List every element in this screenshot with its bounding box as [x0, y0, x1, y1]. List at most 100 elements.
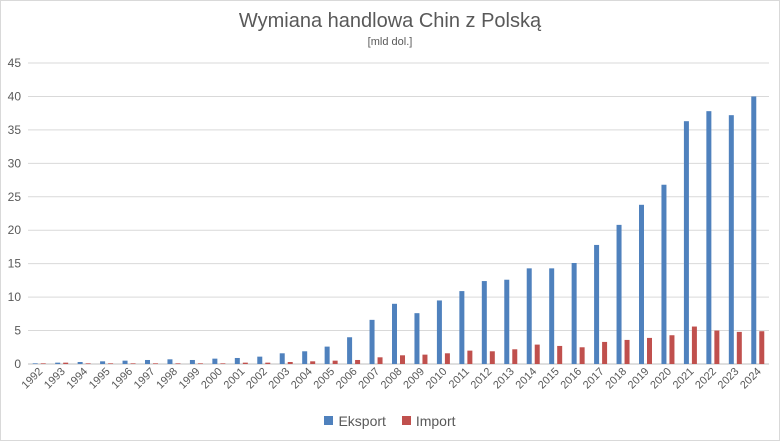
- bar-import: [736, 331, 742, 364]
- bar-import: [108, 363, 114, 364]
- bar-import: [714, 330, 720, 364]
- x-tick-label: 2017: [581, 366, 607, 392]
- x-tick-label: 2001: [222, 366, 248, 392]
- bar-eksport: [234, 357, 240, 364]
- x-tick-label: 2023: [716, 366, 742, 392]
- x-tick-label: 2000: [199, 366, 225, 392]
- x-tick-label: 1997: [132, 366, 158, 392]
- x-tick-label: 1995: [87, 366, 113, 392]
- y-tick-label: 40: [8, 89, 22, 103]
- x-tick-label: 2011: [447, 366, 472, 391]
- bar-eksport: [212, 358, 218, 364]
- bar-eksport: [639, 204, 644, 364]
- legend-label-import: Import: [415, 412, 456, 429]
- bar-import: [759, 331, 765, 364]
- bar-import: [332, 360, 338, 364]
- bar-import: [579, 347, 585, 364]
- bar-eksport: [728, 115, 734, 364]
- x-tick-label: 2019: [626, 366, 652, 392]
- bar-import: [512, 349, 518, 364]
- bar-eksport: [122, 360, 128, 364]
- y-tick-label: 30: [8, 156, 22, 170]
- bar-eksport: [392, 303, 397, 364]
- y-tick-label: 20: [8, 223, 22, 237]
- bar-eksport: [167, 359, 173, 364]
- bar-eksport: [436, 300, 442, 364]
- bar-eksport: [100, 361, 106, 364]
- bar-import: [242, 362, 248, 364]
- bar-import: [647, 337, 652, 364]
- bar-import: [400, 355, 405, 364]
- bar-import: [624, 339, 630, 364]
- x-tick-label: 2016: [558, 366, 584, 392]
- x-tick-label: 2007: [356, 366, 382, 392]
- bar-import: [265, 362, 271, 364]
- bar-import: [444, 353, 450, 364]
- y-tick-label: 45: [8, 56, 22, 70]
- x-tick-label: 2012: [469, 366, 495, 392]
- x-tick-label: 2022: [693, 366, 719, 392]
- legend-swatch-eksport: [324, 416, 334, 425]
- bar-import: [602, 341, 608, 364]
- bar-import: [130, 363, 136, 364]
- chart-title: Wymiana handlowa Chin z Polską: [238, 10, 542, 32]
- x-tick-label: 2005: [311, 366, 337, 392]
- chart-subtitle: [mld dol.]: [367, 36, 413, 48]
- x-tick-label: 2009: [401, 366, 427, 392]
- bar-import: [220, 363, 226, 364]
- x-tick-label: 2004: [289, 366, 315, 392]
- legend-item-import: Import: [401, 412, 456, 429]
- x-tick-label: 1996: [109, 366, 135, 392]
- legend-label-eksport: Eksport: [338, 412, 386, 429]
- bar-eksport: [77, 361, 83, 364]
- bar-import: [467, 350, 473, 364]
- x-tick-label: 2020: [648, 366, 674, 392]
- x-tick-label: 1994: [64, 366, 90, 392]
- bar-eksport: [683, 121, 689, 365]
- x-tick-label: 2013: [491, 366, 517, 392]
- x-tick-label: 1993: [42, 366, 68, 392]
- bar-eksport: [481, 281, 487, 364]
- bar-eksport: [347, 337, 353, 364]
- bar-eksport: [459, 291, 465, 364]
- bar-eksport: [616, 224, 622, 364]
- x-tick-label: 2002: [244, 366, 270, 392]
- bar-import: [355, 359, 361, 364]
- bar-import: [85, 363, 91, 364]
- legend-swatch-import: [401, 416, 411, 425]
- bar-eksport: [594, 244, 600, 364]
- x-tick-label: 1999: [177, 366, 203, 392]
- bar-eksport: [257, 356, 263, 364]
- x-tick-label: 2006: [334, 366, 360, 392]
- bar-import: [691, 326, 697, 364]
- bar-eksport: [661, 184, 667, 364]
- legend-item-eksport: Eksport: [324, 412, 386, 429]
- legend: Eksport Import: [0, 412, 780, 429]
- bar-eksport: [549, 268, 555, 364]
- bar-eksport: [706, 111, 712, 364]
- x-tick-label: 2003: [267, 366, 293, 392]
- bar-import: [310, 361, 316, 364]
- bar-eksport: [504, 279, 510, 364]
- bar-import: [489, 351, 495, 364]
- bar-import: [287, 361, 293, 364]
- y-tick-label: 5: [14, 324, 21, 338]
- bar-import: [534, 344, 540, 364]
- bar-eksport: [302, 351, 308, 364]
- x-tick-label: 2024: [738, 366, 764, 392]
- bar-import: [63, 362, 69, 364]
- bar-eksport: [369, 319, 375, 364]
- x-tick-label: 2015: [536, 366, 562, 392]
- bar-eksport: [55, 362, 61, 364]
- bar-import: [153, 363, 158, 364]
- bar-import: [377, 357, 383, 364]
- bar-eksport: [414, 313, 420, 364]
- bar-eksport: [145, 359, 150, 364]
- x-tick-label: 1992: [20, 366, 46, 392]
- bar-import: [557, 345, 563, 364]
- bar-eksport: [526, 268, 532, 364]
- bar-import: [197, 363, 203, 364]
- bar-import: [422, 354, 428, 364]
- x-tick-label: 2018: [603, 366, 629, 392]
